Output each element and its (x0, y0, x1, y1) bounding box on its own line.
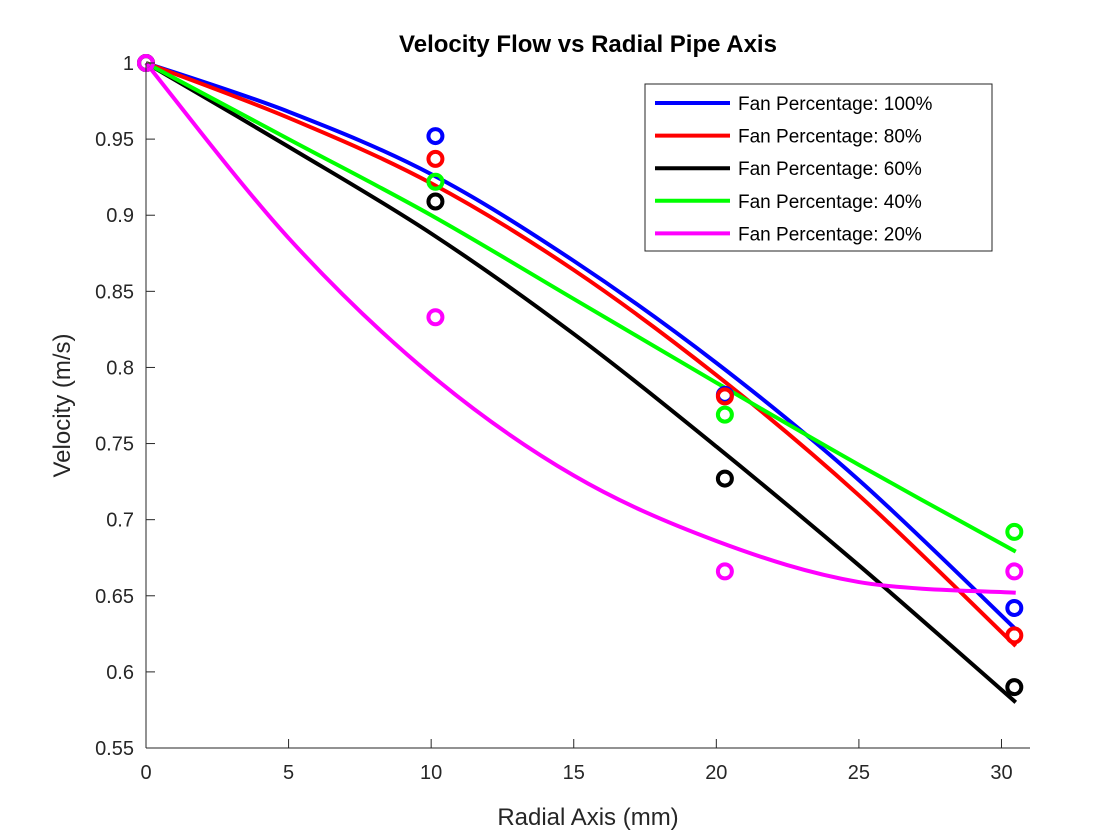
data-point-4-3 (1005, 562, 1024, 581)
data-point-3-2 (715, 405, 734, 424)
x-axis-label: Radial Axis (mm) (497, 804, 678, 831)
data-point-2-3 (1005, 678, 1024, 697)
data-point-2-1 (426, 192, 445, 211)
y-tick-label: 0.55 (95, 738, 134, 760)
fit-line-0 (145, 61, 1018, 631)
y-tick-label: 0.9 (106, 205, 134, 227)
y-tick-label: 0.85 (95, 281, 134, 303)
chart-title: Velocity Flow vs Radial Pipe Axis (399, 31, 777, 58)
y-tick-label: 0.65 (95, 586, 134, 608)
data-point-2-2 (715, 469, 734, 488)
legend-label-0: Fan Percentage: 100% (738, 94, 932, 115)
fit-line-3 (145, 61, 1017, 554)
y-tick-label: 0.75 (95, 434, 134, 456)
data-point-1-2 (715, 387, 734, 406)
axes (145, 63, 1030, 749)
y-tick-label: 1 (123, 53, 134, 75)
legend-label-3: Fan Percentage: 40% (738, 192, 922, 213)
x-tick-label: 15 (563, 762, 585, 784)
fit-line-1 (145, 61, 1018, 648)
legend-label-4: Fan Percentage: 20% (738, 224, 922, 245)
data-point-1-1 (426, 149, 445, 168)
fit-line-2 (144, 61, 1018, 704)
x-tick-label: 10 (420, 762, 442, 784)
y-tick-label: 0.8 (106, 357, 134, 379)
legend-label-1: Fan Percentage: 80% (738, 127, 922, 148)
fit-line-4 (144, 61, 1016, 595)
y-tick-label: 0.95 (95, 129, 134, 151)
data-point-0-1 (426, 127, 445, 146)
legend: Fan Percentage: 100% Fan Percentage: 80% F… (644, 83, 993, 252)
data-point-0-3 (1005, 598, 1024, 617)
data-point-1-3 (1005, 626, 1024, 645)
data-point-4-2 (715, 562, 734, 581)
y-tick-label: 0.7 (106, 510, 134, 532)
data-point-4-1 (426, 308, 445, 327)
x-tick-label: 30 (990, 762, 1012, 784)
data-point-3-1 (426, 172, 445, 191)
y-tick-label: 0.6 (106, 662, 134, 684)
data-point-3-3 (1005, 522, 1024, 541)
x-tick-label: 25 (848, 762, 870, 784)
legend-label-2: Fan Percentage: 60% (738, 159, 922, 180)
fit-lines (144, 61, 1018, 704)
ticks: 0 5 10 15 20 25 30 0.55 0.6 0.65 0.7 0.75 0.8 0.85 0.9… (95, 53, 1013, 784)
x-tick-label: 5 (283, 762, 294, 784)
y-axis-label: Velocity (m/s) (49, 333, 76, 477)
x-tick-label: 20 (705, 762, 727, 784)
x-tick-label: 0 (140, 762, 151, 784)
